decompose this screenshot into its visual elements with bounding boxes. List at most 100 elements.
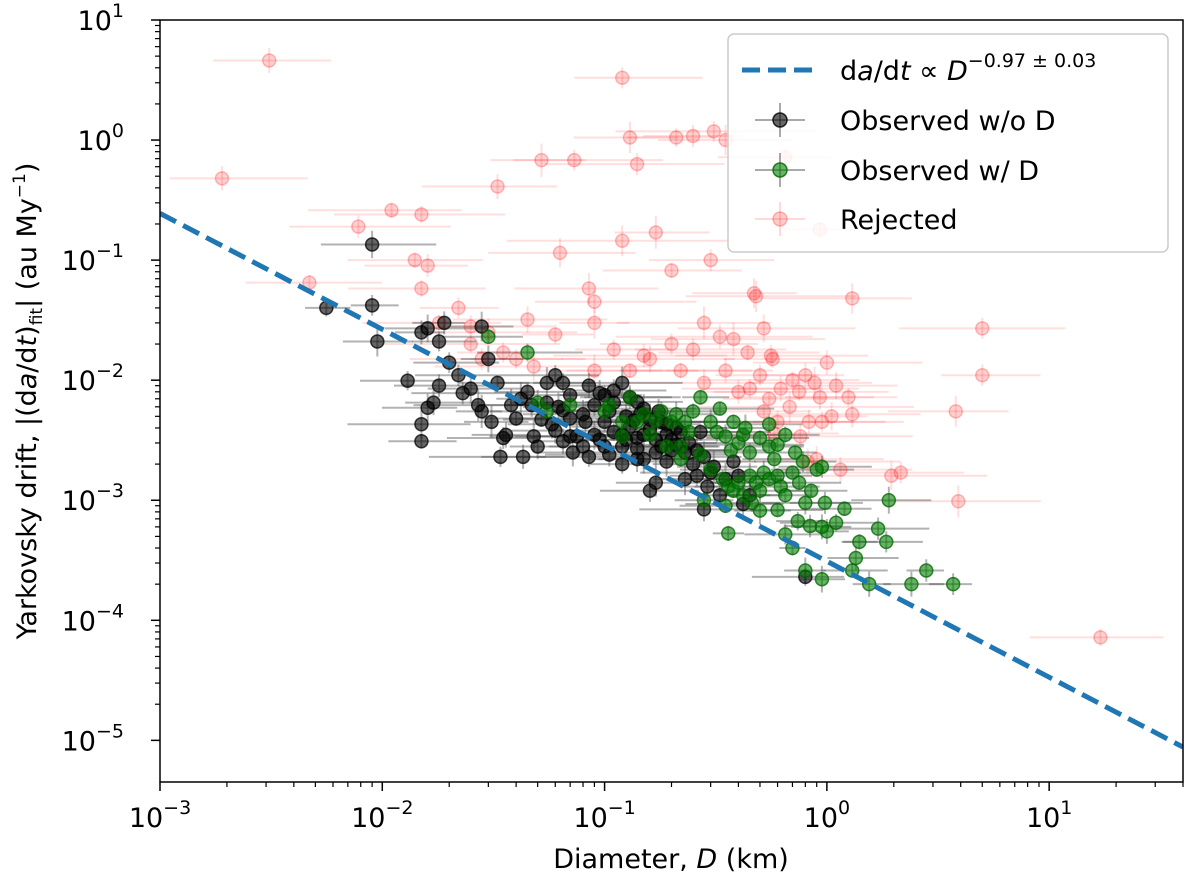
rejected-point	[261, 53, 277, 68]
observed-no-d-point	[555, 375, 571, 391]
rejected-point	[812, 390, 828, 405]
observed-no-d-point	[575, 439, 591, 454]
y-tick-label: 10−3	[62, 480, 124, 517]
rejected-point	[884, 468, 899, 483]
observed-d-point	[718, 429, 733, 444]
rejected-point	[756, 321, 771, 336]
observed-d-point	[945, 576, 961, 592]
x-tick-label: 10−1	[573, 797, 635, 834]
rejected-point	[566, 152, 582, 168]
rejected-point	[351, 219, 366, 234]
rejected-point	[975, 321, 990, 336]
y-tick-label: 10−1	[62, 240, 124, 277]
rejected-point	[629, 156, 645, 172]
observed-d-point	[629, 414, 645, 430]
observed-d-point	[520, 345, 535, 360]
y-tick-label: 10−4	[62, 600, 124, 637]
legend: da/dt ∝ D−0.97 ± 0.03 Observed w/o D Obs…	[727, 33, 1169, 253]
observed-d-point	[659, 439, 674, 454]
observed-d-point	[798, 563, 813, 578]
observed-no-d-point	[508, 411, 524, 426]
rejected-point	[761, 391, 777, 407]
observed-d-point	[814, 519, 830, 535]
observed-no-d-point	[400, 373, 415, 388]
observed-d-point	[787, 445, 803, 460]
rejected-point	[703, 252, 718, 268]
rejected-point	[520, 312, 535, 327]
observed-d-point	[562, 397, 578, 413]
rejected-point	[793, 429, 808, 444]
rejected-point	[414, 281, 429, 296]
rejected-point	[664, 263, 679, 278]
rejected-point	[642, 351, 658, 367]
rejected-point	[824, 409, 839, 424]
observed-d-point	[802, 518, 818, 534]
rejected-point	[552, 245, 568, 261]
rejected-point	[614, 70, 630, 86]
y-tick-label: 10−5	[62, 720, 124, 757]
observed-no-d-point	[592, 385, 607, 401]
rejected-point	[752, 367, 768, 383]
x-axis-label: Diameter, D (km)	[553, 844, 789, 875]
rejected-point	[622, 363, 638, 378]
rejected-point	[726, 331, 741, 347]
rejected-point	[712, 329, 728, 345]
observed-d-point	[752, 483, 768, 498]
observed-no-d-point	[364, 298, 380, 313]
observed-no-d-point	[481, 351, 496, 367]
legend-fit-line-label: da/dt ∝ D−0.97 ± 0.03	[840, 50, 1096, 87]
observed-no-d-point	[555, 433, 571, 449]
rejected-point	[508, 351, 524, 367]
fit-line	[160, 211, 1183, 750]
rejected-point	[841, 390, 856, 405]
observed-d-point	[828, 515, 844, 530]
legend-observed-no-d-label: Observed w/o D	[840, 106, 1056, 137]
rejected-point	[807, 375, 822, 391]
observed-d-point	[622, 390, 638, 405]
rejected-point	[581, 281, 597, 296]
observed-no-d-point	[474, 319, 489, 334]
observed-d-point	[814, 571, 830, 587]
observed-d-point	[798, 495, 813, 511]
observed-d-point	[785, 465, 800, 480]
rejected-point	[742, 381, 758, 396]
rejected-point	[801, 414, 817, 430]
rejected-point	[785, 372, 800, 388]
x-tick-label: 101	[1026, 797, 1072, 834]
observed-d-point	[481, 329, 496, 345]
rejected-point	[668, 130, 684, 145]
rejected-point	[495, 345, 511, 360]
observed-no-d-point	[420, 321, 435, 336]
observed-d-point	[614, 414, 630, 430]
observed-no-d-point	[614, 456, 630, 472]
observed-d-point	[870, 521, 886, 536]
rejected-point	[893, 465, 909, 480]
observed-d-point	[770, 502, 785, 518]
fit-line-group	[160, 211, 1183, 750]
observed-d-point	[654, 404, 669, 419]
observed-d-point	[744, 495, 760, 511]
x-tick-label: 10−3	[129, 797, 191, 834]
legend-observed-no-d-marker	[755, 103, 805, 137]
observed-no-d-point	[659, 454, 674, 469]
observed-no-d-point	[420, 400, 435, 415]
observed-d-point	[731, 475, 746, 490]
legend-rejected-marker	[755, 202, 805, 236]
observed-d-point	[712, 401, 728, 416]
rejected-point	[648, 225, 664, 240]
rejected-point	[614, 233, 630, 248]
rejected-point	[798, 367, 813, 383]
observed-no-d-point	[437, 315, 452, 331]
observed-d-point	[881, 492, 897, 508]
observed-d-point	[738, 420, 753, 436]
observed-d-point	[685, 404, 701, 419]
rejected-point	[664, 336, 679, 352]
observed-d-point	[761, 416, 777, 432]
rejected-point	[833, 462, 848, 477]
x-tick-label: 10−2	[351, 797, 413, 834]
observed-d-point	[817, 495, 833, 511]
observed-d-point	[778, 488, 793, 503]
observed-no-d-point	[470, 397, 486, 413]
observed-no-d-point	[493, 449, 508, 465]
rejected-point	[414, 207, 429, 222]
